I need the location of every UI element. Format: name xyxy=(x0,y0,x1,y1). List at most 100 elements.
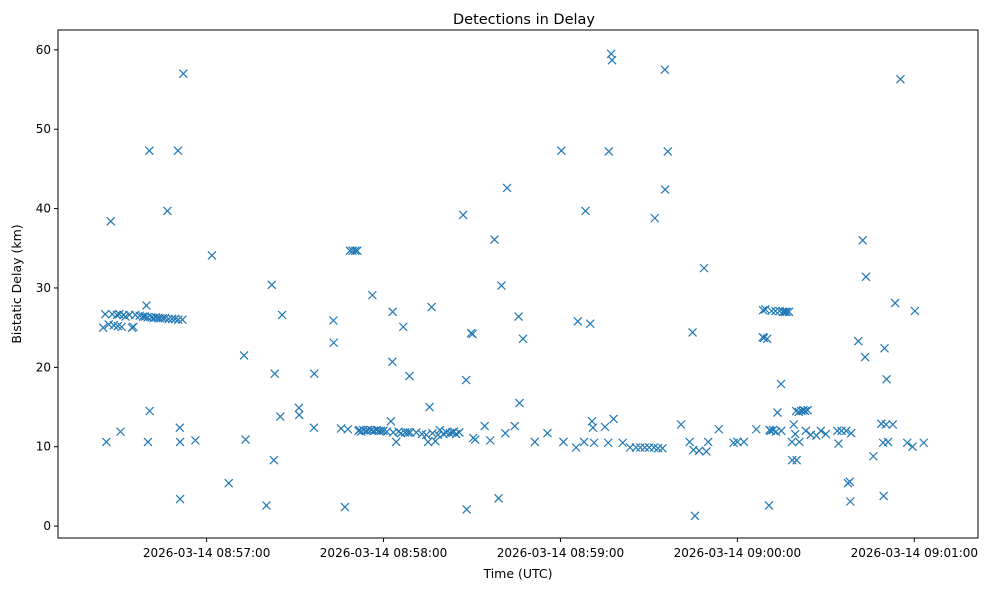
data-point xyxy=(116,427,125,437)
data-point xyxy=(773,408,782,418)
y-tick-label-40: 40 xyxy=(36,202,51,216)
data-point xyxy=(790,429,800,439)
data-point xyxy=(388,307,398,317)
data-point xyxy=(902,438,912,448)
data-point xyxy=(571,443,581,452)
y-tick-label-60: 60 xyxy=(36,43,51,57)
data-point xyxy=(294,410,304,420)
data-point xyxy=(784,307,794,317)
x-tick-label-2: 2026-03-14 08:59:00 xyxy=(497,546,624,560)
data-point xyxy=(328,316,338,325)
data-point xyxy=(518,334,528,344)
data-point xyxy=(609,414,618,424)
data-point xyxy=(789,420,799,429)
data-point xyxy=(175,423,185,433)
data-point xyxy=(269,455,279,465)
data-point xyxy=(853,336,863,346)
data-point xyxy=(890,298,900,308)
data-point xyxy=(142,301,151,310)
data-point xyxy=(162,206,172,216)
data-point xyxy=(340,502,350,512)
data-point xyxy=(635,443,645,452)
data-point xyxy=(581,206,590,216)
data-point xyxy=(631,443,641,452)
data-point xyxy=(703,437,713,447)
chart-title: Detections in Delay xyxy=(453,12,595,28)
data-point xyxy=(144,146,154,156)
data-point xyxy=(489,235,499,244)
data-point xyxy=(170,314,180,324)
plot-area-frame xyxy=(57,29,979,539)
data-point xyxy=(112,310,122,320)
data-point xyxy=(379,426,388,436)
data-point xyxy=(387,357,397,367)
data-point xyxy=(821,429,831,439)
data-point xyxy=(431,436,440,446)
data-point xyxy=(776,379,786,389)
data-point xyxy=(888,420,898,429)
data-point xyxy=(497,281,506,291)
data-point xyxy=(556,146,566,156)
data-point xyxy=(367,290,377,300)
data-point xyxy=(896,74,905,84)
y-tick-label-30: 30 xyxy=(36,281,51,295)
data-point xyxy=(173,146,183,156)
data-point xyxy=(860,352,870,362)
data-point xyxy=(470,435,480,444)
data-point xyxy=(607,55,617,65)
data-point xyxy=(585,319,595,329)
data-point xyxy=(160,313,170,323)
data-point xyxy=(688,327,697,337)
data-point xyxy=(919,438,929,448)
data-point xyxy=(694,446,704,456)
data-point xyxy=(468,329,478,339)
data-point xyxy=(173,315,183,325)
data-point xyxy=(386,416,396,426)
data-point xyxy=(846,428,856,438)
data-point xyxy=(502,183,512,193)
data-point xyxy=(494,493,503,503)
data-point xyxy=(690,511,700,521)
data-point xyxy=(800,406,810,416)
data-point xyxy=(650,213,660,223)
data-point xyxy=(759,333,769,343)
data-point xyxy=(267,280,277,290)
data-point xyxy=(514,312,524,321)
data-point xyxy=(658,443,667,453)
data-point xyxy=(224,478,234,488)
data-point xyxy=(883,437,893,447)
data-point xyxy=(175,437,185,447)
data-point xyxy=(405,428,415,437)
data-point xyxy=(845,497,855,506)
data-point xyxy=(411,428,421,437)
data-point xyxy=(350,246,360,256)
x-tick-label-4: 2026-03-14 09:01:00 xyxy=(851,546,978,560)
data-point xyxy=(530,437,540,447)
data-point xyxy=(480,421,490,431)
data-point xyxy=(106,216,116,226)
data-point xyxy=(604,147,614,156)
data-point xyxy=(676,420,686,429)
data-point xyxy=(603,438,613,448)
data-point xyxy=(515,398,524,408)
data-point xyxy=(277,310,287,320)
x-axis-label: Time (UTC) xyxy=(482,566,552,581)
data-point xyxy=(101,437,111,447)
data-point xyxy=(758,305,768,315)
data-point xyxy=(145,406,155,416)
data-point xyxy=(275,412,285,421)
data-point xyxy=(543,428,552,438)
x-tick-label-3: 2026-03-14 09:00:00 xyxy=(674,546,801,560)
y-tick-label-0: 0 xyxy=(43,519,51,533)
x-axis: 2026-03-14 08:57:00 2026-03-14 08:58:00 20… xyxy=(143,538,978,560)
data-point xyxy=(799,405,808,415)
data-point xyxy=(461,375,471,385)
data-point xyxy=(485,435,495,445)
data-point xyxy=(175,494,185,504)
data-point xyxy=(454,428,464,437)
data-point xyxy=(770,306,780,316)
data-point xyxy=(500,428,510,438)
data-point xyxy=(882,374,892,384)
data-point xyxy=(908,442,917,452)
